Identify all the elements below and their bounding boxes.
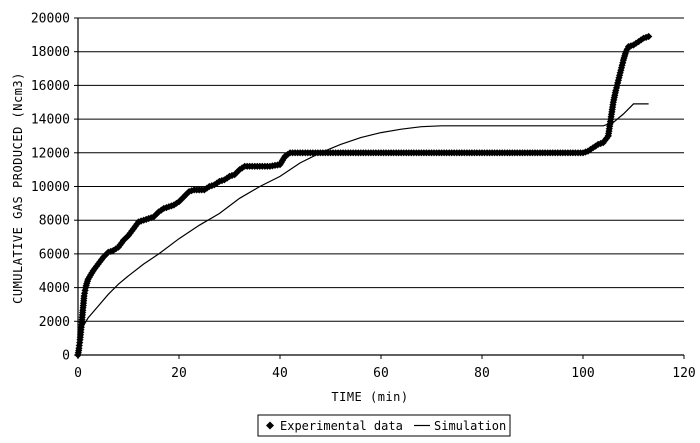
y-tick-label: 20000 <box>31 12 70 27</box>
experimental-point <box>109 246 117 255</box>
legend-label-simulation: Simulation <box>434 419 506 433</box>
x-tick-label: 100 <box>571 366 594 381</box>
y-tick-label: 0 <box>62 349 70 364</box>
simulation-series <box>77 103 649 356</box>
legend-marker-experimental <box>266 421 274 430</box>
y-tick-labels: 0 2000 4000 6000 8000 10000 12000 14000 16000 180… <box>31 12 70 364</box>
legend: Experimental data Simulation <box>257 414 511 437</box>
experimental-point <box>587 145 595 153</box>
x-tick-labels: 0 20 40 60 80 100 120 <box>74 366 696 381</box>
experimental-point <box>635 38 643 46</box>
experimental-point <box>89 267 97 275</box>
experimental-point <box>622 48 630 56</box>
legend-label-experimental: Experimental data <box>280 419 403 433</box>
y-tick-label: 4000 <box>39 281 70 296</box>
x-axis-title: TIME (min) <box>331 390 408 404</box>
experimental-point <box>645 32 653 41</box>
y-tick-label: 2000 <box>39 315 70 330</box>
y-tick-label: 12000 <box>31 146 70 161</box>
x-tick-label: 20 <box>171 366 187 381</box>
x-tick-label: 40 <box>272 366 288 381</box>
experimental-series <box>74 32 653 359</box>
experimental-point <box>623 45 631 53</box>
x-tick-label: 60 <box>373 366 389 381</box>
experimental-point <box>92 262 101 270</box>
y-tick-label: 18000 <box>31 45 70 60</box>
x-tick-label: 0 <box>74 366 82 381</box>
y-tick-label: 10000 <box>31 180 70 195</box>
experimental-point <box>589 144 597 152</box>
y-tick-label: 14000 <box>31 113 70 128</box>
y-axis-title: CUMULATIVE GAS PRODUCED (Ncm3) <box>11 72 25 304</box>
x-tick-label: 80 <box>474 366 490 381</box>
experimental-point <box>637 36 645 44</box>
x-tick-label: 120 <box>672 366 695 381</box>
axes <box>74 17 685 359</box>
y-tick-label: 6000 <box>39 247 70 262</box>
experimental-point <box>592 142 600 150</box>
legend-box <box>257 414 511 437</box>
experimental-point <box>284 150 292 159</box>
experimental-point <box>603 134 611 142</box>
y-tick-label: 16000 <box>31 79 70 94</box>
experimental-point <box>210 181 218 189</box>
simulation-line <box>77 103 649 356</box>
y-tick-label: 8000 <box>39 214 70 229</box>
